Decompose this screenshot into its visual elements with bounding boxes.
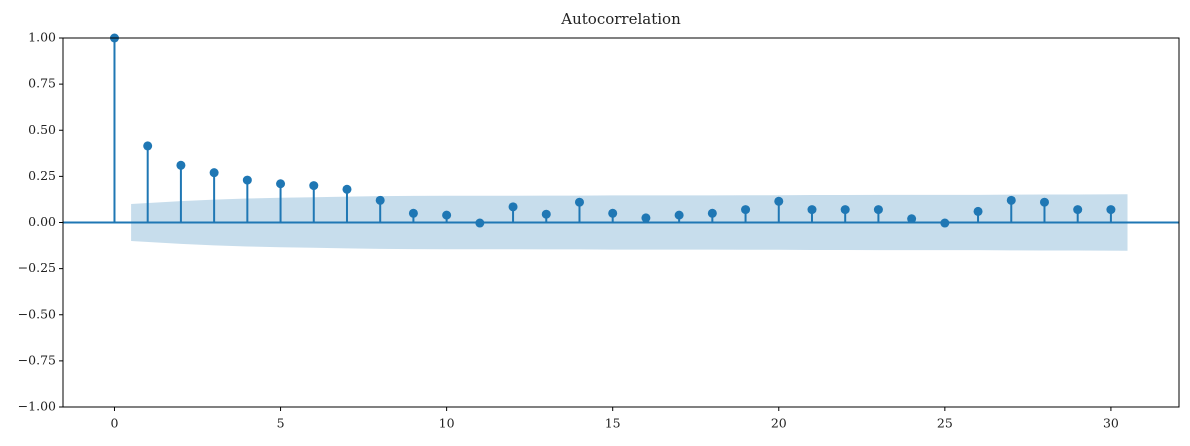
marker	[242, 175, 252, 185]
marker	[475, 218, 485, 228]
y-tick-label: 0.00	[28, 214, 56, 229]
y-tick-label: −0.75	[18, 352, 56, 367]
marker	[574, 197, 584, 207]
marker	[176, 160, 186, 170]
marker	[840, 205, 850, 215]
x-tick-label: 30	[1103, 416, 1119, 431]
marker	[641, 213, 651, 223]
marker	[541, 209, 551, 219]
y-tick-label: 1.00	[28, 30, 56, 45]
marker	[741, 205, 751, 215]
marker	[342, 184, 352, 194]
marker	[940, 218, 950, 228]
marker	[375, 195, 385, 205]
marker	[1006, 195, 1016, 205]
y-tick-label: 0.50	[28, 122, 56, 137]
x-tick-label: 5	[277, 416, 285, 431]
marker	[1106, 205, 1116, 215]
y-tick-label: −1.00	[18, 399, 56, 414]
marker	[674, 210, 684, 220]
marker	[309, 181, 319, 191]
marker	[608, 208, 618, 218]
marker	[807, 205, 817, 215]
x-tick-label: 15	[605, 416, 621, 431]
y-tick-label: 0.75	[28, 76, 56, 91]
marker	[143, 141, 153, 151]
marker	[873, 205, 883, 215]
marker	[276, 179, 286, 189]
marker	[707, 208, 717, 218]
x-tick-label: 25	[937, 416, 953, 431]
y-tick-label: −0.50	[18, 306, 56, 321]
x-tick-label: 20	[771, 416, 787, 431]
y-tick-label: 0.25	[28, 168, 56, 183]
x-tick-label: 0	[111, 416, 119, 431]
plot-frame	[62, 37, 1180, 408]
marker	[408, 208, 418, 218]
marker	[1039, 197, 1049, 207]
chart-title: Autocorrelation	[560, 10, 681, 28]
x-tick-label: 10	[439, 416, 455, 431]
marker	[774, 196, 784, 206]
marker	[973, 206, 983, 216]
marker	[1073, 205, 1083, 215]
marker	[508, 202, 518, 212]
y-tick-label: −0.25	[18, 260, 56, 275]
marker	[907, 214, 917, 224]
marker	[442, 210, 452, 220]
marker	[209, 168, 219, 178]
